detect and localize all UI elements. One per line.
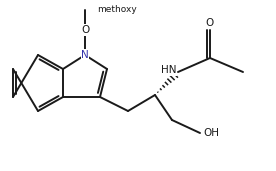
Text: HN: HN xyxy=(161,65,176,75)
Text: OH: OH xyxy=(203,128,219,138)
Text: O: O xyxy=(206,18,214,28)
Text: methoxy: methoxy xyxy=(97,5,137,15)
Text: N: N xyxy=(81,50,89,60)
Text: O: O xyxy=(81,25,89,35)
